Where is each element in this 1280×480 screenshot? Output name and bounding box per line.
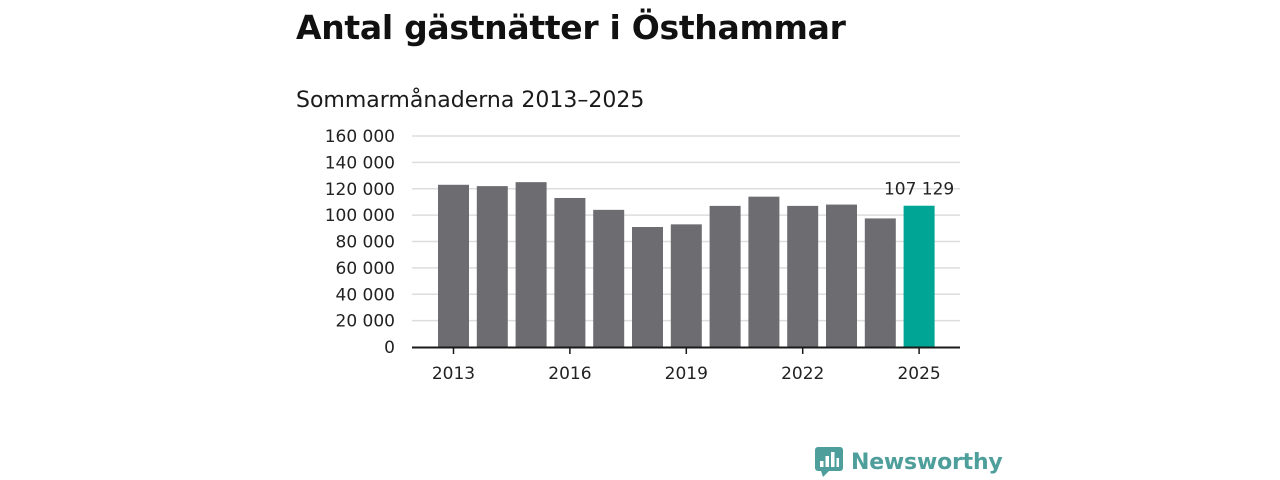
y-tick-label: 140 000 [325,153,395,173]
bar-2014 [476,186,508,347]
bar-2023 [826,204,857,347]
bar-2024 [864,218,896,347]
bar-2021 [748,196,780,347]
y-tick-label: 100 000 [325,206,395,226]
bar-2017 [593,209,625,347]
y-tick-label: 60 000 [336,259,395,279]
bar-2015 [515,182,547,347]
data-labels: 107 129 [884,180,954,200]
x-tick-label: 2016 [548,364,591,384]
chart-title: Antal gästnätter i Östhammar [296,8,846,47]
x-tick-label: 2025 [897,364,940,384]
x-tick-label: 2019 [665,364,708,384]
bar-2020 [709,205,741,347]
y-tick-label: 120 000 [325,180,395,200]
y-tick-label: 20 000 [336,312,395,332]
logo-text: Newsworthy [851,449,1003,475]
y-tick-label: 0 [384,338,395,358]
bar-chart-speech-bubble-icon [815,447,843,477]
chart-subtitle: Sommarmånaderna 2013–2025 [296,88,645,113]
bar-2022 [787,205,819,347]
x-tick-label: 2022 [781,364,824,384]
y-tick-label: 80 000 [336,233,395,253]
x-axis-ticks: 2013 2016 2019 2022 2025 [432,347,941,384]
y-tick-label: 40 000 [336,285,395,305]
bar-2025 [903,205,935,347]
bar-2018 [632,226,663,347]
y-axis-ticks: 0 20 000 40 000 60 000 80 000 100 000 120 000 1… [325,127,395,358]
bar-2019 [670,224,702,347]
bars [438,182,935,347]
y-tick-label: 160 000 [325,127,395,147]
bar-2013 [438,184,469,347]
data-label-2025: 107 129 [884,180,954,200]
x-tick-label: 2013 [432,364,475,384]
bar-2016 [554,197,586,347]
newsworthy-logo: Newsworthy [815,446,1003,478]
